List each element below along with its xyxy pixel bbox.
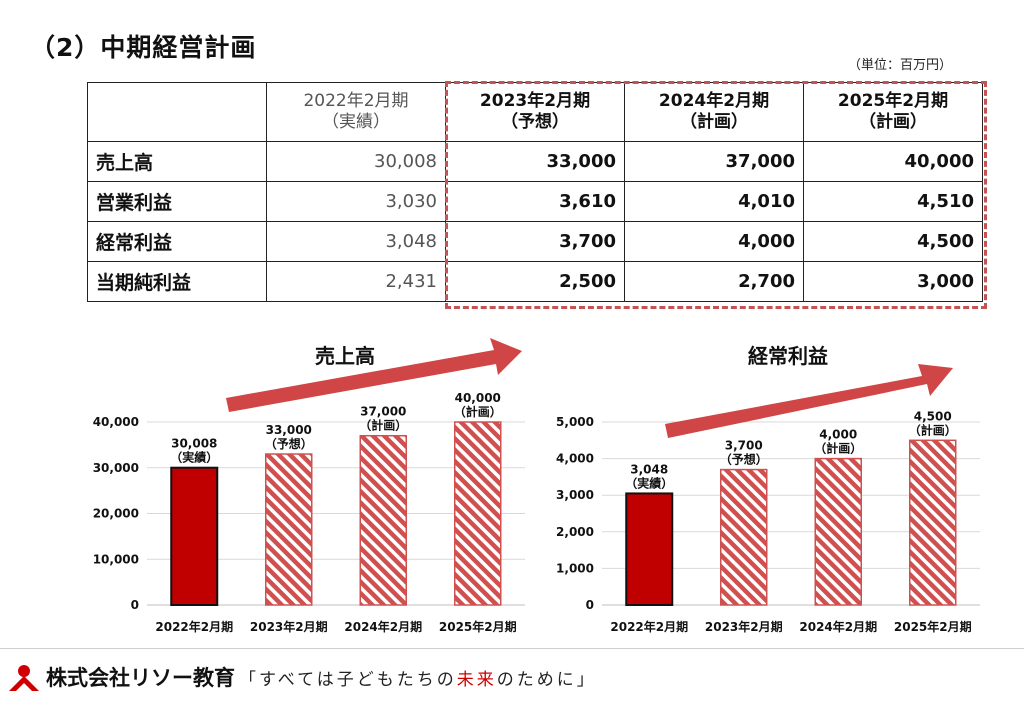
- company-logo-icon: [9, 665, 39, 691]
- table-corner-cell: [87, 82, 267, 142]
- bar-actual: [170, 466, 219, 607]
- footer-divider: [0, 648, 1024, 649]
- table-cell: 37,000: [624, 141, 804, 182]
- table-header-row: 2022年2月期 （実績） 2023年2月期 （予想） 2024年2月期 （計画…: [87, 82, 983, 142]
- table-cell: 33,000: [445, 141, 625, 182]
- company-name: 株式会社リソー教育: [46, 666, 235, 690]
- company-slogan: 「すべては子どもたちの未来のために」: [239, 665, 597, 690]
- bar-value-label: 4,000: [819, 428, 857, 442]
- table-cell: 4,010: [624, 181, 804, 222]
- bar-value-label: 3,700: [725, 439, 763, 453]
- table-cell: 3,000: [803, 261, 983, 302]
- table-header-cell: 2024年2月期 （計画）: [624, 82, 804, 142]
- table-cell: 4,510: [803, 181, 983, 222]
- table-cell: 40,000: [803, 141, 983, 182]
- sales-chart-title: 売上高: [315, 344, 375, 368]
- row-label: 経常利益: [87, 221, 267, 262]
- bar-note-label: （予想）: [720, 452, 768, 467]
- y-tick-label: 1,000: [556, 561, 594, 575]
- slogan-close-bracket: 」: [576, 669, 597, 690]
- slogan-highlight: 未来: [456, 669, 497, 690]
- page-title: （2）中期経営計画: [30, 33, 257, 62]
- slogan-text: すべては子どもたちの: [259, 669, 457, 690]
- table-header-cell: 2023年2月期 （予想）: [445, 82, 625, 142]
- y-tick-label: 40,000: [93, 415, 139, 429]
- bar-note-label: （実績）: [170, 450, 218, 465]
- header-note: （実績）: [322, 112, 390, 132]
- table-row: 売上高 30,008 33,000 37,000 40,000: [87, 141, 983, 182]
- y-tick-label: 4,000: [556, 452, 594, 466]
- x-category-label: 2024年2月期: [344, 619, 422, 634]
- x-category-label: 2023年2月期: [705, 619, 783, 634]
- table-row: 営業利益 3,030 3,610 4,010 4,510: [87, 181, 983, 222]
- bar-plan: [909, 439, 957, 606]
- x-category-label: 2024年2月期: [799, 619, 877, 634]
- bar-value-label: 33,000: [266, 423, 312, 437]
- bar-value-label: 40,000: [455, 391, 501, 405]
- header-note: （予想）: [501, 112, 569, 132]
- table-row: 経常利益 3,048 3,700 4,000 4,500: [87, 221, 983, 262]
- slogan-text-end: のために: [496, 669, 577, 690]
- table-header-cell: 2022年2月期 （実績）: [266, 82, 446, 142]
- x-category-label: 2022年2月期: [155, 619, 233, 634]
- bar-note-label: （予想）: [265, 436, 313, 451]
- bar-plan: [265, 453, 313, 606]
- row-label: 当期純利益: [87, 261, 267, 302]
- bar-plan: [454, 421, 502, 606]
- slogan-open-bracket: 「: [239, 669, 259, 690]
- plan-table: 2022年2月期 （実績） 2023年2月期 （予想） 2024年2月期 （計画…: [87, 82, 983, 302]
- bar-note-label: （計画）: [909, 422, 957, 437]
- table-cell: 3,610: [445, 181, 625, 222]
- table-row: 当期純利益 2,431 2,500 2,700 3,000: [87, 261, 983, 302]
- y-tick-label: 0: [586, 598, 594, 612]
- bar-note-label: （計画）: [359, 418, 407, 433]
- x-category-label: 2025年2月期: [894, 619, 972, 634]
- header-year: 2022年2月期: [303, 91, 409, 111]
- bar-note-label: （実績）: [625, 475, 673, 490]
- bar-plan: [814, 457, 862, 606]
- bar-actual: [625, 492, 674, 606]
- header-year: 2023年2月期: [479, 91, 591, 111]
- y-tick-label: 0: [131, 598, 139, 612]
- x-category-label: 2023年2月期: [250, 619, 328, 634]
- table-cell: 30,008: [266, 141, 446, 182]
- table-cell: 4,000: [624, 221, 804, 262]
- bar-value-label: 30,008: [171, 437, 217, 451]
- bar-plan: [720, 468, 768, 606]
- x-category-label: 2025年2月期: [439, 619, 517, 634]
- unit-label: （単位：百万円）: [848, 58, 953, 73]
- y-tick-label: 3,000: [556, 488, 594, 502]
- bar-value-label: 3,048: [630, 462, 668, 476]
- x-category-label: 2022年2月期: [610, 619, 688, 634]
- bar-note-label: （計画）: [454, 404, 502, 419]
- footer-brand: 株式会社リソー教育 「すべては子どもたちの未来のために」: [6, 662, 597, 692]
- table-cell: 3,048: [266, 221, 446, 262]
- sales-bar-chart: 0 10,000 20,000 30,000 40,000 30,008（実績） 2022年…: [93, 391, 525, 634]
- header-year: 2024年2月期: [658, 91, 770, 111]
- table-cell: 2,500: [445, 261, 625, 302]
- table-cell: 2,431: [266, 261, 446, 302]
- header-note: （計画）: [680, 112, 748, 132]
- table-cell: 3,030: [266, 181, 446, 222]
- bar-value-label: 37,000: [360, 405, 406, 419]
- y-tick-label: 30,000: [93, 461, 139, 475]
- bar-plan: [359, 434, 407, 606]
- ordinary-profit-bar-chart: 0 1,000 2,000 3,000 4,000 5,000 3,048（実績） 2022年…: [556, 409, 980, 634]
- y-tick-label: 10,000: [93, 552, 139, 566]
- y-tick-label: 20,000: [93, 507, 139, 521]
- table-cell: 4,500: [803, 221, 983, 262]
- row-label: 営業利益: [87, 181, 267, 222]
- header-note: （計画）: [859, 112, 927, 132]
- bar-note-label: （計画）: [814, 441, 862, 456]
- y-tick-label: 2,000: [556, 525, 594, 539]
- bar-value-label: 4,500: [914, 409, 952, 423]
- y-tick-label: 5,000: [556, 415, 594, 429]
- row-label: 売上高: [87, 141, 267, 182]
- header-year: 2025年2月期: [837, 91, 949, 111]
- table-cell: 2,700: [624, 261, 804, 302]
- table-cell: 3,700: [445, 221, 625, 262]
- ordinary-profit-chart-title: 経常利益: [748, 344, 828, 368]
- table-header-cell: 2025年2月期 （計画）: [803, 82, 983, 142]
